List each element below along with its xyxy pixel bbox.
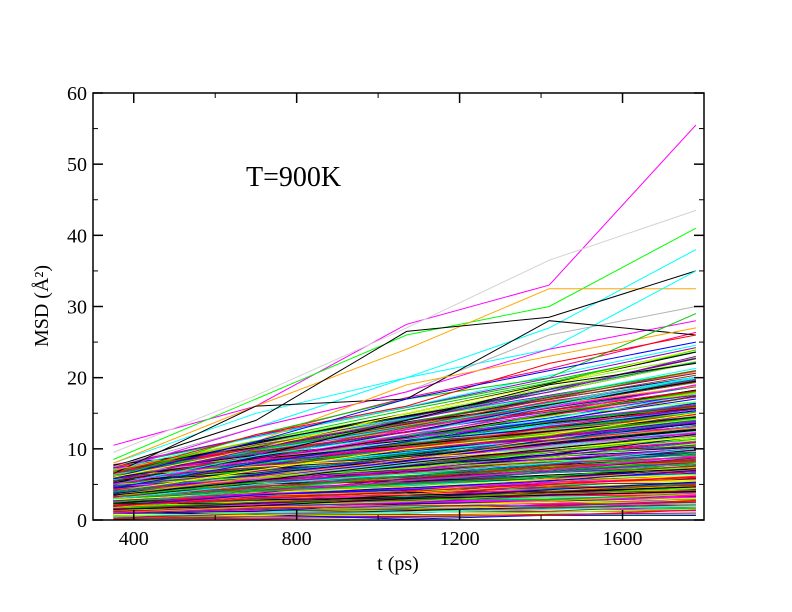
chart-annotation: T=900K: [246, 162, 341, 193]
msd-series-line: [113, 462, 696, 503]
msd-trajectory-line: [113, 420, 696, 488]
msd-trajectory-line: [113, 481, 696, 510]
msd-trajectory-line: [113, 490, 696, 506]
x-tick-label: 1600: [603, 528, 643, 550]
y-axis-title: MSD (Å²): [31, 265, 53, 347]
msd-trajectory-line: [113, 508, 696, 518]
msd-trajectory-line: [113, 385, 696, 471]
msd-series-line: [113, 320, 696, 471]
msd-series-line: [113, 469, 696, 507]
y-tick-label: 40: [67, 225, 87, 247]
msd-trajectory-line: [113, 509, 696, 519]
msd-series-line: [113, 334, 696, 475]
y-tick-label: 20: [67, 368, 87, 390]
msd-series-line: [113, 370, 696, 482]
msd-trajectory-line: [113, 416, 696, 485]
msd-trajectory-line: [113, 461, 696, 498]
msd-series-line: [113, 327, 696, 471]
msd-trajectory-line: [113, 407, 696, 474]
msd-series-line: [113, 419, 696, 492]
msd-series-line: [113, 427, 696, 496]
y-tick-label: 30: [67, 297, 87, 319]
y-tick-label: 0: [77, 510, 87, 532]
msd-series-line: [113, 501, 696, 514]
msd-series-line: [113, 348, 697, 478]
msd-series-line: [113, 398, 696, 489]
msd-series-line: [113, 227, 697, 460]
x-tick-label: 400: [119, 528, 149, 550]
msd-trajectory-line: [113, 416, 696, 478]
msd-trajectory-line: [113, 374, 696, 474]
msd-series-line: [113, 505, 696, 517]
x-axis: 400 800 1200 1600: [119, 93, 705, 550]
y-axis: 0 10 20 30 40 50 60: [67, 83, 704, 532]
msd-series-line: [113, 476, 696, 507]
x-tick-label: 1200: [440, 528, 480, 550]
msd-trajectory-line: [113, 429, 696, 482]
y-tick-label: 10: [67, 439, 87, 461]
x-tick-label: 800: [282, 528, 312, 550]
msd-series-line: [113, 209, 697, 453]
msd-series-line: [113, 448, 696, 500]
series-layer: [113, 124, 697, 520]
msd-trajectory-line: [113, 477, 696, 503]
x-axis-title: t (ps): [377, 553, 419, 575]
y-tick-label: 50: [67, 154, 87, 176]
msd-series-line: [113, 270, 697, 468]
msd-series-line: [113, 412, 696, 492]
msd-series-line: [113, 384, 696, 485]
msd-series-line: [113, 341, 696, 478]
msd-series-line: [113, 434, 696, 496]
msd-series-line: [113, 288, 696, 464]
y-tick-label: 60: [67, 83, 87, 105]
msd-trajectory-line: [113, 457, 696, 502]
msd-trajectory-line: [113, 513, 696, 520]
msd-series-line: [113, 491, 696, 510]
